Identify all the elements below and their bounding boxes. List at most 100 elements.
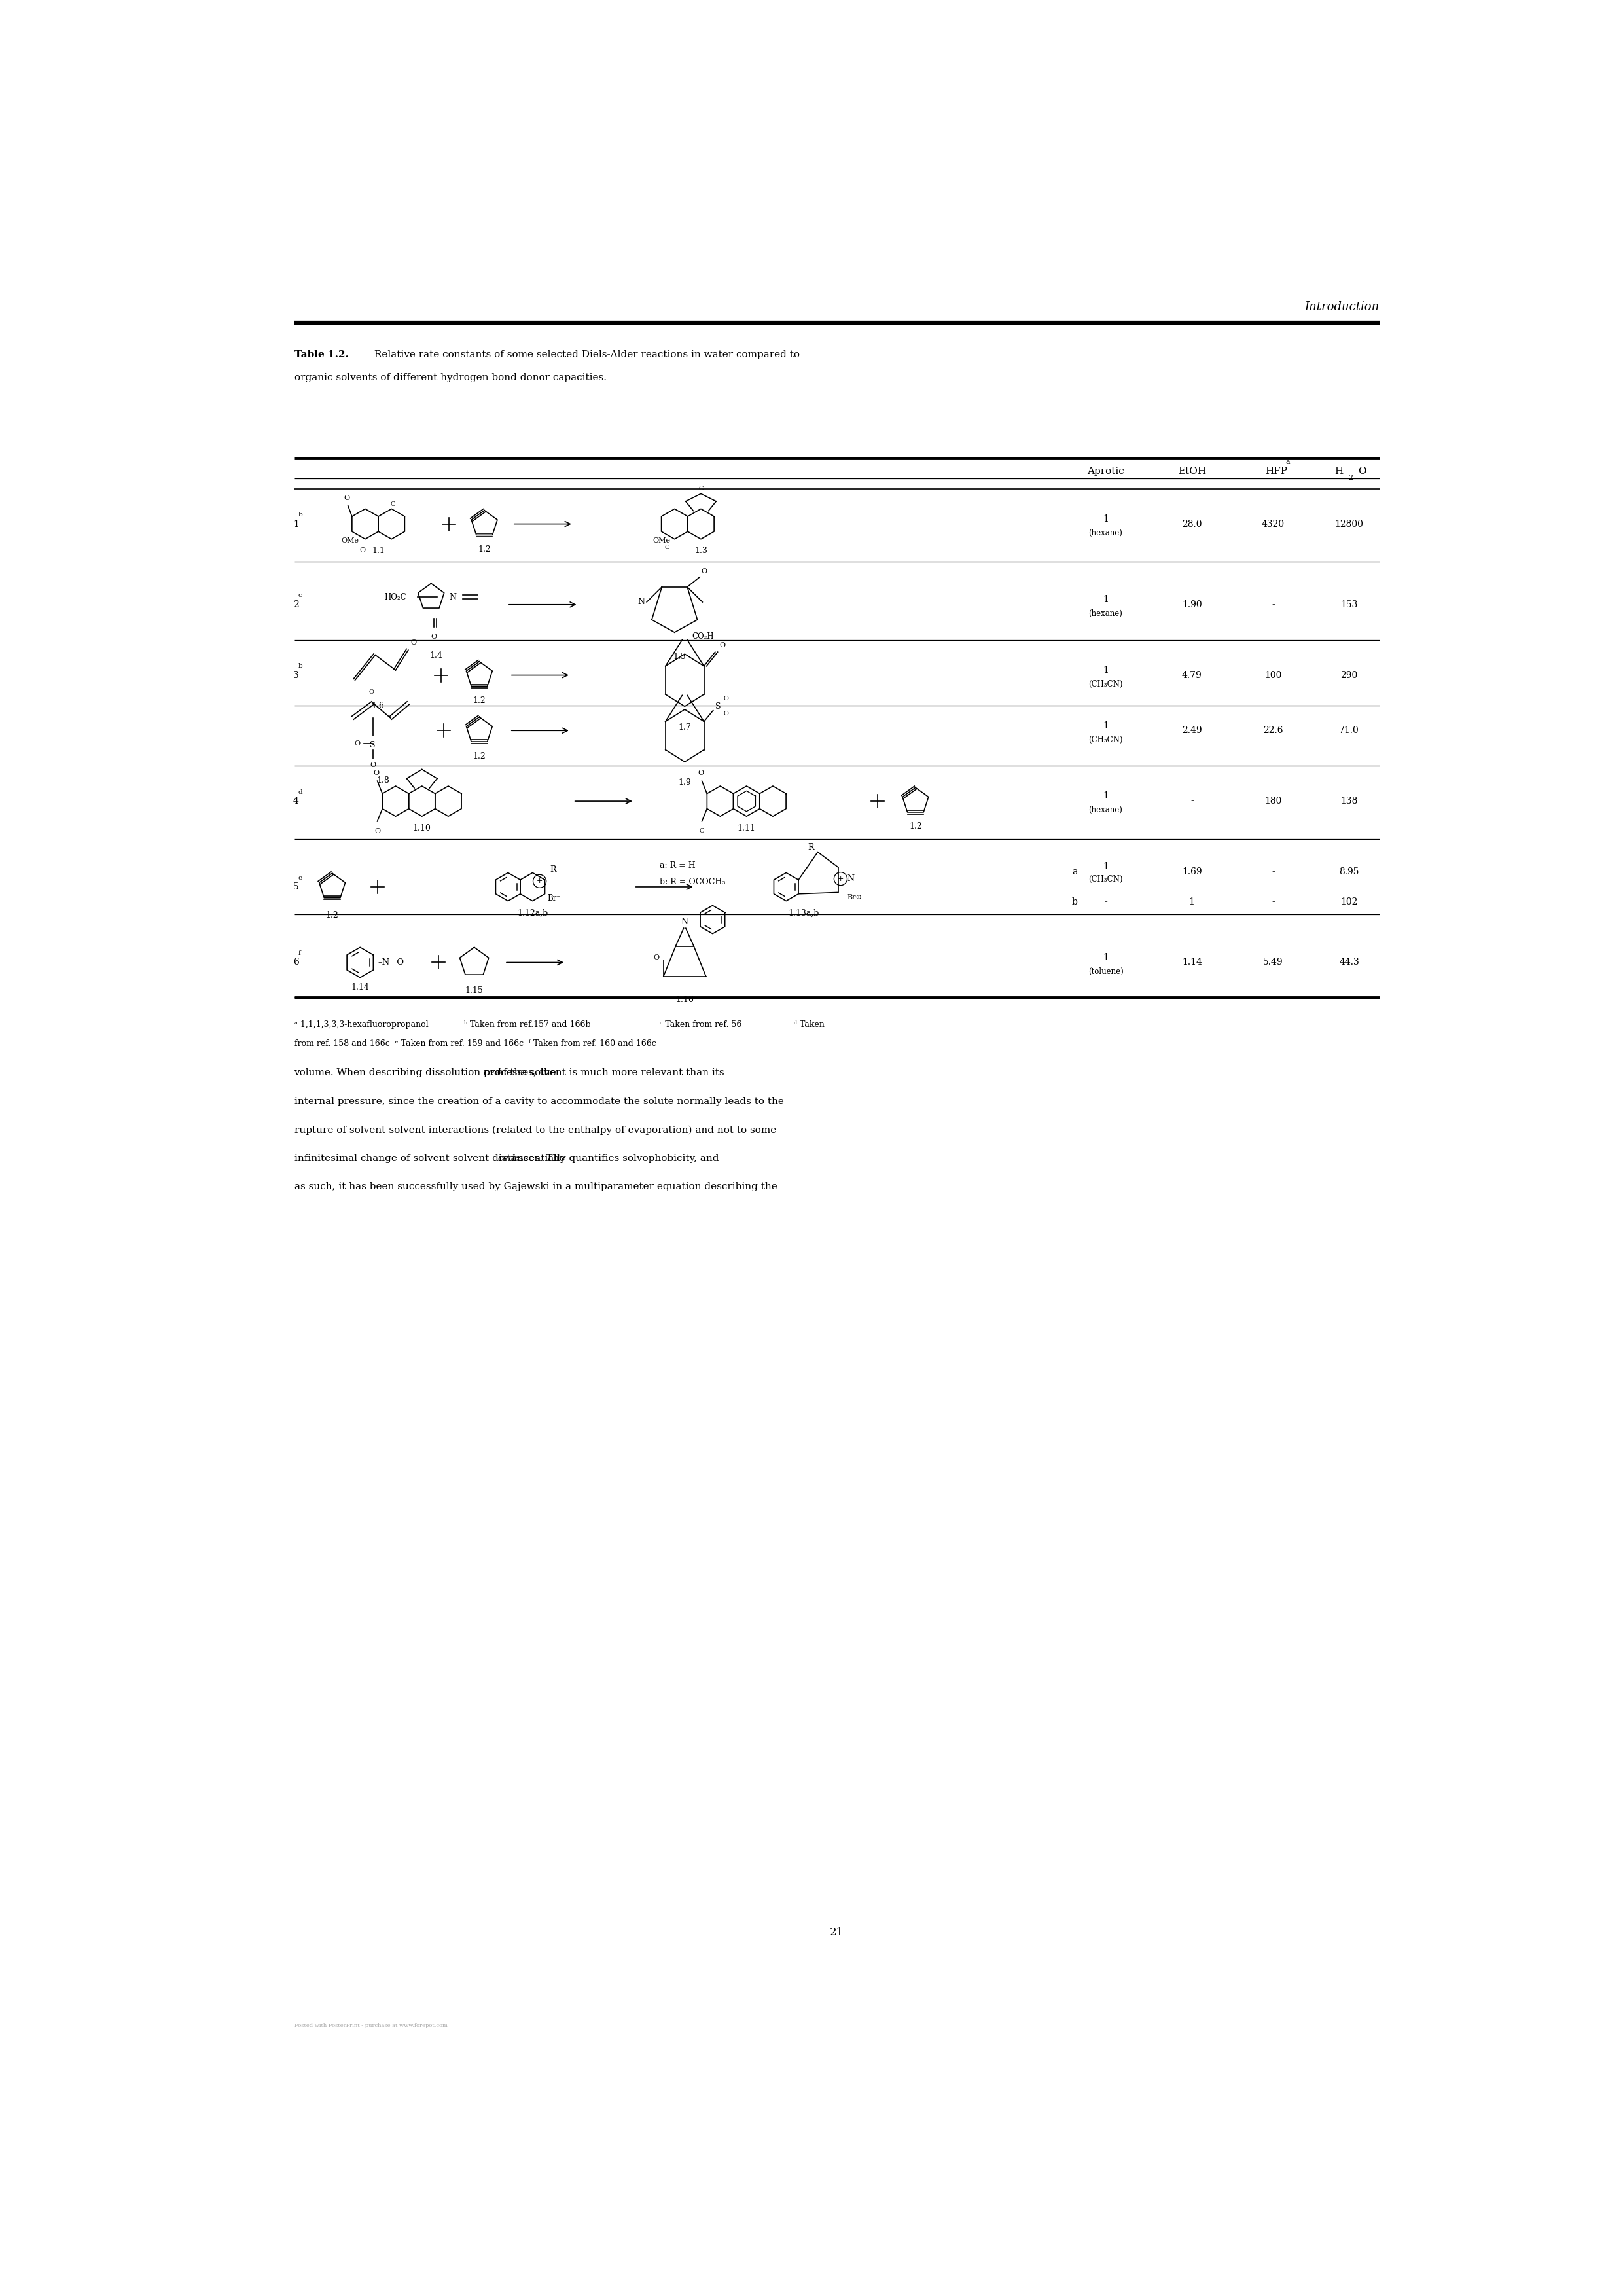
Text: 1.2: 1.2 bbox=[477, 544, 490, 553]
Text: N: N bbox=[847, 875, 854, 884]
Text: 1: 1 bbox=[1102, 666, 1109, 675]
Text: 290: 290 bbox=[1341, 670, 1358, 680]
Text: 1: 1 bbox=[1102, 514, 1109, 523]
Text: EtOH: EtOH bbox=[1178, 466, 1206, 475]
Text: ᵃ 1,1,1,3,3,3-hexafluoropropanol: ᵃ 1,1,1,3,3,3-hexafluoropropanol bbox=[294, 1019, 433, 1029]
Text: 5: 5 bbox=[294, 882, 299, 891]
Text: 1.15: 1.15 bbox=[466, 987, 484, 994]
Text: (hexane): (hexane) bbox=[1089, 528, 1123, 537]
Text: HO₂C: HO₂C bbox=[385, 592, 406, 602]
Text: 1.9: 1.9 bbox=[678, 778, 691, 788]
Text: 2: 2 bbox=[294, 599, 299, 608]
Text: O: O bbox=[698, 769, 704, 776]
Text: 1.10: 1.10 bbox=[412, 824, 432, 833]
Text: 1.12a,b: 1.12a,b bbox=[518, 909, 549, 916]
Text: Introduction: Introduction bbox=[1305, 301, 1380, 312]
Text: 1: 1 bbox=[294, 519, 299, 528]
Text: 1: 1 bbox=[1102, 861, 1109, 870]
Text: 1.6: 1.6 bbox=[372, 700, 385, 709]
Text: 28.0: 28.0 bbox=[1182, 519, 1203, 528]
Text: +: + bbox=[837, 875, 844, 882]
Text: S: S bbox=[716, 703, 721, 712]
Text: 1.2: 1.2 bbox=[472, 696, 485, 705]
Text: a: a bbox=[1285, 459, 1290, 466]
Text: C: C bbox=[391, 501, 396, 507]
Text: 1.11: 1.11 bbox=[737, 824, 756, 833]
Text: ced: ced bbox=[484, 1068, 502, 1077]
Text: e: e bbox=[299, 875, 302, 882]
Text: b: b bbox=[1071, 898, 1078, 907]
Text: -: - bbox=[1271, 868, 1274, 877]
Text: 1.13a,b: 1.13a,b bbox=[789, 909, 820, 916]
Text: O: O bbox=[359, 546, 365, 553]
Text: O: O bbox=[701, 567, 708, 574]
Text: ced: ced bbox=[498, 1153, 516, 1162]
Text: ᶜ Taken from ref. 56: ᶜ Taken from ref. 56 bbox=[659, 1019, 747, 1029]
Text: 2.49: 2.49 bbox=[1182, 726, 1203, 735]
Text: 1: 1 bbox=[1102, 595, 1109, 604]
Text: 1.2: 1.2 bbox=[326, 912, 339, 918]
Text: +: + bbox=[537, 877, 542, 884]
Text: d: d bbox=[299, 790, 302, 794]
Text: 1.14: 1.14 bbox=[351, 983, 368, 992]
Text: b: b bbox=[299, 512, 304, 519]
Text: O: O bbox=[375, 829, 380, 833]
Text: O: O bbox=[430, 634, 437, 641]
Text: -: - bbox=[1190, 797, 1193, 806]
Text: 1.3: 1.3 bbox=[695, 546, 708, 556]
Text: 8.95: 8.95 bbox=[1339, 868, 1358, 877]
Text: S: S bbox=[370, 742, 375, 748]
Text: internal pressure, since the creation of a cavity to accommodate the solute norm: internal pressure, since the creation of… bbox=[294, 1097, 784, 1107]
Text: as such, it has been successfully used by Gajewski in a multiparameter equation : as such, it has been successfully used b… bbox=[294, 1182, 777, 1192]
Text: 180: 180 bbox=[1264, 797, 1282, 806]
Text: H: H bbox=[1334, 466, 1342, 475]
Text: b: R = OCOCH₃: b: R = OCOCH₃ bbox=[659, 877, 725, 886]
Text: -: - bbox=[1104, 898, 1107, 907]
Text: O: O bbox=[354, 739, 360, 746]
Text: Aprotic: Aprotic bbox=[1087, 466, 1125, 475]
Text: 100: 100 bbox=[1264, 670, 1282, 680]
Text: 1: 1 bbox=[1102, 953, 1109, 962]
Text: R: R bbox=[808, 843, 813, 852]
Text: C: C bbox=[664, 544, 669, 551]
Text: Br⊕: Br⊕ bbox=[847, 893, 862, 900]
Text: C: C bbox=[698, 484, 703, 491]
Text: 1: 1 bbox=[1190, 898, 1195, 907]
Text: c: c bbox=[299, 592, 302, 599]
Text: -: - bbox=[1271, 599, 1274, 608]
Text: essentially quantifies solvophobicity, and: essentially quantifies solvophobicity, a… bbox=[510, 1153, 719, 1162]
Text: 1.1: 1.1 bbox=[372, 546, 385, 556]
Text: ᵇ Taken from ref.157 and 166b: ᵇ Taken from ref.157 and 166b bbox=[464, 1019, 596, 1029]
Text: 1.16: 1.16 bbox=[675, 994, 693, 1003]
Text: 1.2: 1.2 bbox=[909, 822, 922, 831]
Text: –N=O: –N=O bbox=[378, 957, 404, 967]
Text: a: a bbox=[1073, 868, 1078, 877]
Text: 1.90: 1.90 bbox=[1182, 599, 1203, 608]
Text: O: O bbox=[373, 769, 380, 776]
Text: (CH₃CN): (CH₃CN) bbox=[1089, 735, 1123, 744]
Text: OMe: OMe bbox=[652, 537, 670, 544]
Text: 21: 21 bbox=[829, 1926, 844, 1938]
Text: Table 1.2.: Table 1.2. bbox=[294, 349, 349, 358]
Text: 153: 153 bbox=[1341, 599, 1358, 608]
Text: 6: 6 bbox=[294, 957, 299, 967]
Text: (CH₃CN): (CH₃CN) bbox=[1089, 680, 1123, 689]
Text: Relative rate constants of some selected Diels-Alder reactions in water compared: Relative rate constants of some selected… bbox=[372, 349, 800, 358]
Text: 1.7: 1.7 bbox=[678, 723, 691, 732]
Text: 1.14: 1.14 bbox=[1182, 957, 1203, 967]
Text: (hexane): (hexane) bbox=[1089, 806, 1123, 815]
Text: (hexane): (hexane) bbox=[1089, 608, 1123, 618]
Text: b: b bbox=[299, 664, 304, 668]
Text: O: O bbox=[344, 494, 351, 501]
Text: from ref. 158 and 166c  ᵉ Taken from ref. 159 and 166c  ᶠ Taken from ref. 160 an: from ref. 158 and 166c ᵉ Taken from ref.… bbox=[294, 1040, 656, 1047]
Text: 1.4: 1.4 bbox=[430, 652, 443, 659]
Text: O: O bbox=[719, 643, 725, 647]
Text: 1.2: 1.2 bbox=[472, 751, 485, 760]
Text: -: - bbox=[1271, 898, 1274, 907]
Text: 22.6: 22.6 bbox=[1263, 726, 1284, 735]
Text: Br⁻: Br⁻ bbox=[547, 893, 562, 902]
Text: O: O bbox=[411, 638, 417, 645]
Text: organic solvents of different hydrogen bond donor capacities.: organic solvents of different hydrogen b… bbox=[294, 372, 607, 381]
Text: C: C bbox=[700, 829, 704, 833]
Text: O: O bbox=[654, 955, 659, 960]
